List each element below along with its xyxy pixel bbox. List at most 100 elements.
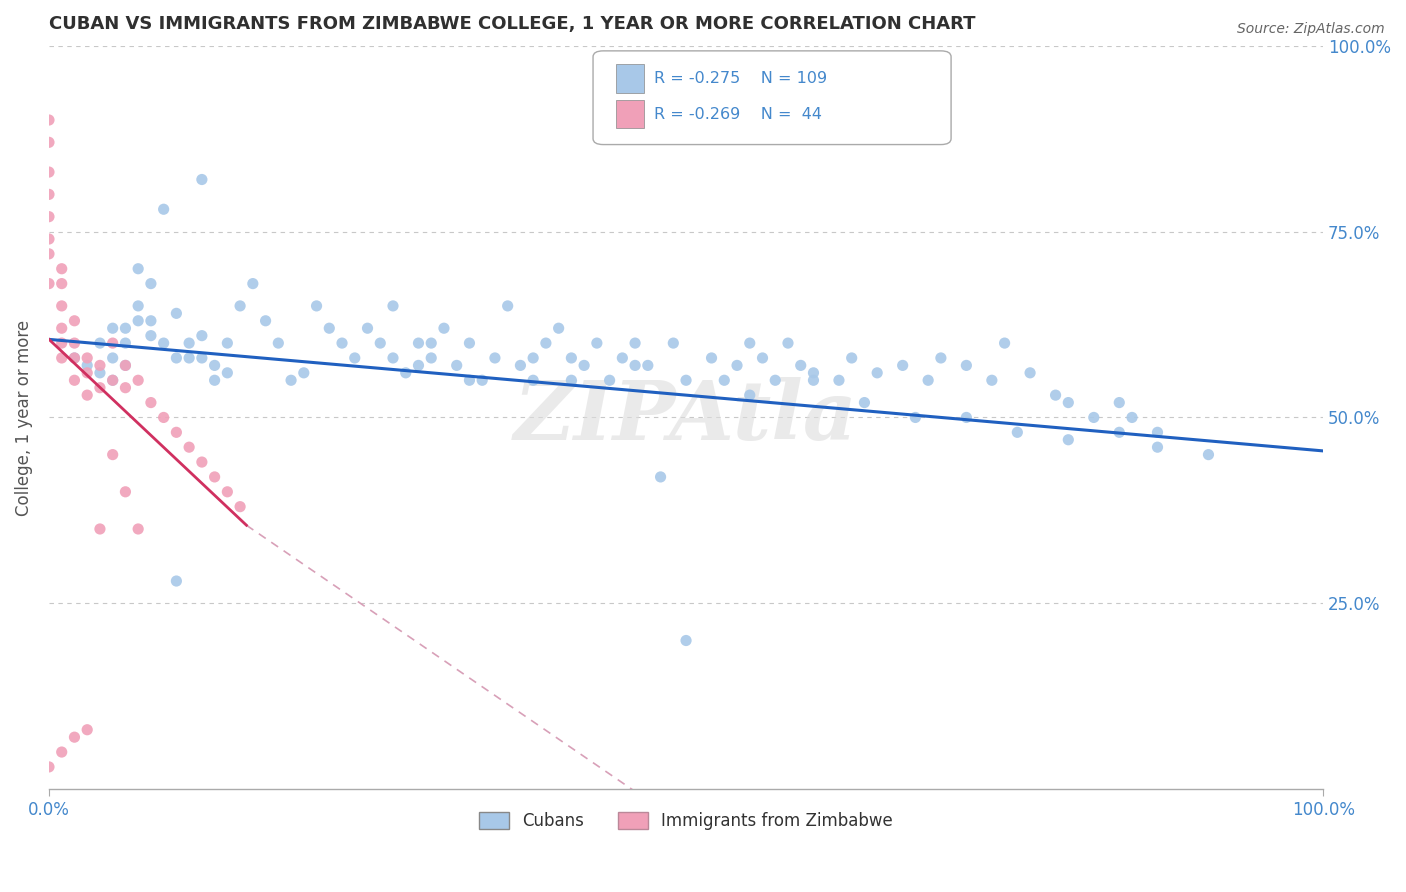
Point bbox=[420, 336, 443, 351]
Point bbox=[217, 484, 239, 499]
Point bbox=[101, 321, 124, 335]
Point bbox=[368, 336, 391, 351]
Point bbox=[700, 351, 723, 365]
Point bbox=[612, 351, 634, 365]
Point bbox=[101, 351, 124, 365]
Point bbox=[127, 299, 149, 313]
Point bbox=[904, 410, 927, 425]
Point bbox=[51, 745, 73, 759]
Point bbox=[318, 321, 340, 335]
Point bbox=[76, 388, 98, 402]
Point bbox=[114, 359, 136, 373]
Point bbox=[382, 299, 405, 313]
Point bbox=[572, 359, 595, 373]
Point bbox=[650, 470, 672, 484]
Point bbox=[114, 359, 136, 373]
Point bbox=[675, 373, 697, 387]
Point bbox=[1146, 440, 1168, 454]
Point bbox=[891, 359, 914, 373]
Point bbox=[917, 373, 939, 387]
Point bbox=[713, 373, 735, 387]
Point bbox=[127, 314, 149, 328]
Point bbox=[204, 359, 226, 373]
Point bbox=[152, 410, 174, 425]
Point bbox=[1057, 395, 1080, 409]
Point bbox=[292, 366, 315, 380]
Point bbox=[139, 277, 162, 291]
Point bbox=[191, 351, 214, 365]
Point bbox=[38, 136, 60, 150]
Point bbox=[114, 484, 136, 499]
Point bbox=[89, 522, 111, 536]
Point bbox=[152, 336, 174, 351]
Point bbox=[76, 359, 98, 373]
Point bbox=[1045, 388, 1067, 402]
Point bbox=[675, 633, 697, 648]
Point bbox=[114, 381, 136, 395]
Legend: Cubans, Immigrants from Zimbabwe: Cubans, Immigrants from Zimbabwe bbox=[472, 805, 900, 837]
Point bbox=[204, 470, 226, 484]
Point bbox=[738, 388, 761, 402]
Point bbox=[1057, 433, 1080, 447]
Point bbox=[76, 723, 98, 737]
Point bbox=[165, 351, 187, 365]
Point bbox=[1146, 425, 1168, 440]
Point bbox=[433, 321, 456, 335]
Point bbox=[751, 351, 773, 365]
Point bbox=[408, 336, 430, 351]
Point bbox=[929, 351, 952, 365]
Bar bbox=[616, 100, 644, 128]
Point bbox=[38, 113, 60, 128]
Point bbox=[38, 210, 60, 224]
Point bbox=[446, 359, 468, 373]
Point bbox=[114, 336, 136, 351]
Point bbox=[637, 359, 659, 373]
Point bbox=[662, 336, 685, 351]
Point bbox=[38, 187, 60, 202]
Point bbox=[382, 351, 405, 365]
Point bbox=[522, 373, 544, 387]
Point bbox=[139, 328, 162, 343]
Point bbox=[38, 277, 60, 291]
Point bbox=[114, 321, 136, 335]
Point bbox=[980, 373, 1002, 387]
Point bbox=[280, 373, 302, 387]
Point bbox=[38, 247, 60, 261]
Point bbox=[89, 359, 111, 373]
Point bbox=[89, 381, 111, 395]
Point bbox=[725, 359, 748, 373]
Point bbox=[1121, 410, 1143, 425]
Point bbox=[254, 314, 277, 328]
Point bbox=[395, 366, 418, 380]
Point bbox=[866, 366, 889, 380]
Point bbox=[76, 351, 98, 365]
Point bbox=[560, 351, 582, 365]
Point bbox=[165, 306, 187, 320]
Point bbox=[139, 395, 162, 409]
Point bbox=[267, 336, 290, 351]
Point bbox=[763, 373, 786, 387]
Point bbox=[560, 373, 582, 387]
Point bbox=[624, 336, 647, 351]
Point bbox=[51, 336, 73, 351]
Point bbox=[738, 336, 761, 351]
Point bbox=[330, 336, 353, 351]
Point bbox=[63, 351, 86, 365]
Point bbox=[38, 165, 60, 179]
Point bbox=[242, 277, 264, 291]
Point bbox=[51, 299, 73, 313]
Point bbox=[101, 448, 124, 462]
Point bbox=[853, 395, 876, 409]
Point bbox=[624, 359, 647, 373]
Point bbox=[51, 261, 73, 276]
Point bbox=[101, 373, 124, 387]
Point bbox=[776, 336, 799, 351]
Point bbox=[534, 336, 557, 351]
Bar bbox=[616, 64, 644, 93]
Point bbox=[458, 373, 481, 387]
Point bbox=[63, 373, 86, 387]
Point bbox=[420, 351, 443, 365]
Point bbox=[305, 299, 328, 313]
Point bbox=[51, 277, 73, 291]
Point bbox=[803, 373, 825, 387]
